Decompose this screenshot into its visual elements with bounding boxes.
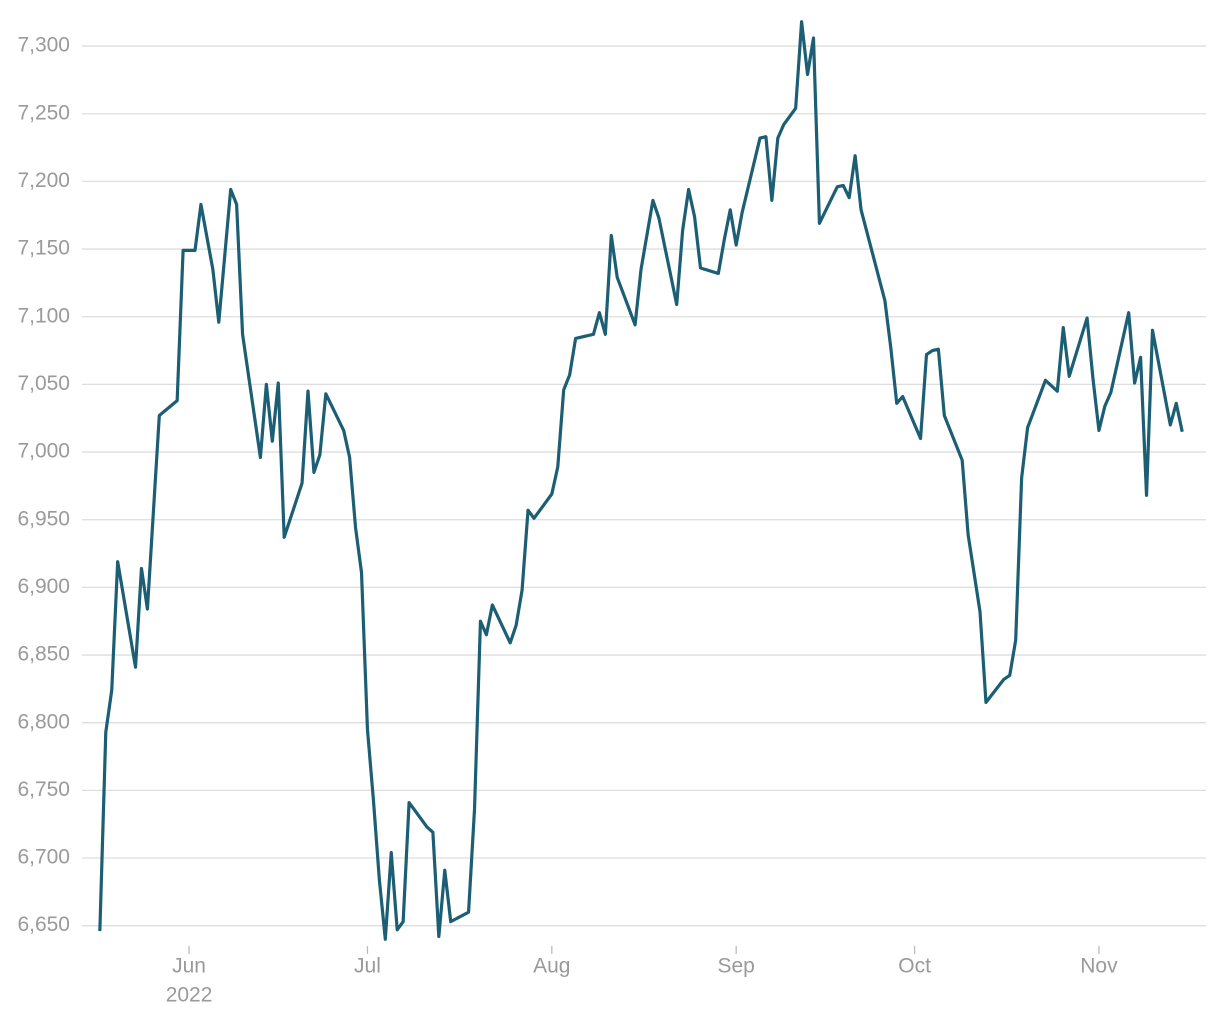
y-tick-label: 6,850 (17, 643, 70, 666)
x-tick-label: Sep (717, 955, 754, 978)
y-tick-label: 7,250 (17, 101, 70, 124)
y-tick-label: 6,650 (17, 913, 70, 936)
line-series (98, 20, 1184, 941)
x-tick-label: Jul (354, 955, 381, 978)
y-tick-label: 7,100 (17, 304, 70, 327)
y-tick-label: 7,000 (17, 440, 70, 463)
y-tick-label: 6,700 (17, 846, 70, 869)
y-tick-label: 7,050 (17, 372, 70, 395)
x-tick-label: Jun (172, 955, 206, 978)
y-tick-label: 7,300 (17, 34, 70, 57)
year-label: 2022 (166, 984, 213, 1007)
y-tick-label: 6,750 (17, 778, 70, 801)
x-tick-label: Aug (533, 955, 570, 978)
y-tick-label: 7,200 (17, 169, 70, 192)
y-tick-label: 6,900 (17, 575, 70, 598)
y-tick-label: 7,150 (17, 237, 70, 260)
x-tick-label: Nov (1080, 955, 1118, 978)
y-tick-label: 6,950 (17, 507, 70, 530)
x-tick-label: Oct (898, 955, 931, 978)
y-tick-label: 6,800 (17, 710, 70, 733)
